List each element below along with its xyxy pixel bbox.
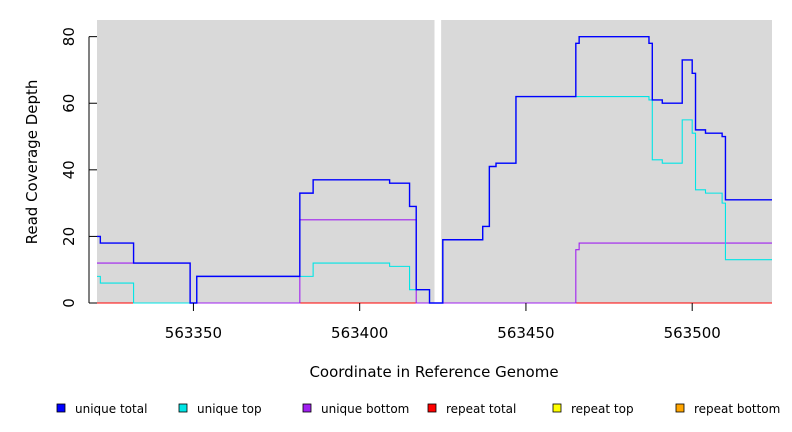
legend-item-unique-top: unique top [178,402,262,416]
x-axis-title: Coordinate in Reference Genome [309,363,558,381]
legend-item-unique-total: unique total [56,402,147,416]
legend-item-repeat-total: repeat total [427,402,516,416]
y-tick-label: 0 [60,298,78,308]
legend-label: unique total [75,402,147,416]
legend-swatch [56,403,66,413]
series-line-unique-total [97,35,772,304]
x-tick-label: 563400 [331,324,388,342]
legend-label: repeat bottom [694,402,780,416]
legend-label: repeat total [446,402,516,416]
y-tick-label: 40 [60,160,78,179]
x-axis: 563350 563400 563450 563500 [165,303,721,342]
legend-item-unique-bottom: unique bottom [302,402,409,416]
x-tick-label: 563500 [664,324,721,342]
x-tick-label: 563450 [497,324,554,342]
legend-swatch [427,403,437,413]
gap-band [434,20,442,303]
y-tick-label: 20 [60,227,78,246]
legend-swatch [302,403,312,413]
legend-item-repeat-top: repeat top [552,402,634,416]
series-layer [97,35,772,304]
legend-swatch [178,403,188,413]
legend-label: unique bottom [321,402,409,416]
legend: unique total unique top unique bottom repea… [56,402,780,416]
legend-label: repeat top [571,402,634,416]
legend-label: unique top [197,402,262,416]
y-axis-title: Read Coverage Depth [23,80,41,245]
legend-swatch [675,403,685,413]
y-tick-label: 80 [60,27,78,46]
y-axis: 0 20 40 60 80 [60,27,97,308]
legend-item-repeat-bottom: repeat bottom [675,402,780,416]
x-tick-label: 563350 [165,324,222,342]
y-tick-label: 60 [60,94,78,113]
legend-swatch [552,403,562,413]
